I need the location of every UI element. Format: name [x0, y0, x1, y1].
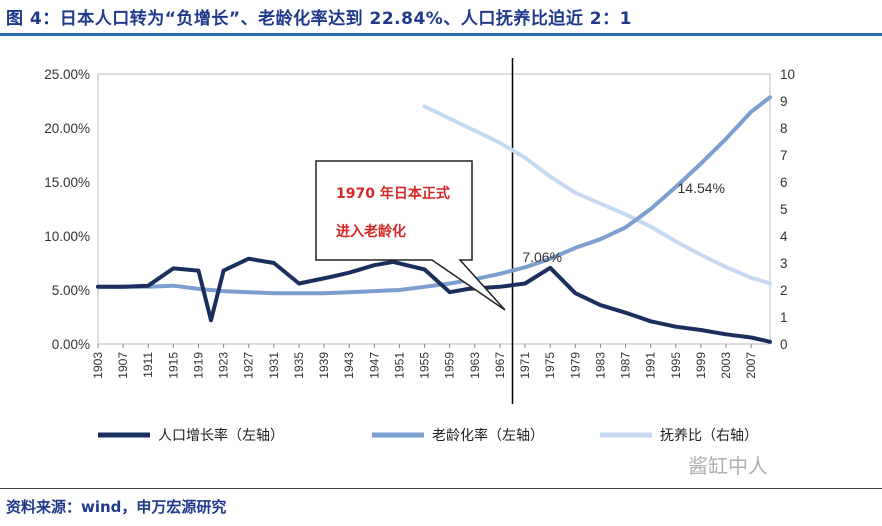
- x-axis-tick: 1975: [543, 352, 557, 379]
- x-axis-tick: 1939: [317, 352, 331, 379]
- legend-label: 人口增长率（左轴）: [158, 427, 284, 444]
- series-line-2: [422, 104, 772, 286]
- x-axis-tick: 1959: [443, 352, 457, 379]
- data-annotation: 14.54%: [678, 180, 725, 196]
- right-axis-tick: 1: [780, 310, 788, 325]
- x-axis-tick: 1987: [619, 352, 633, 379]
- watermark: 酱缸中人: [688, 454, 768, 478]
- right-axis-tick: 5: [780, 202, 788, 217]
- line-chart: 0.00% 5.00% 10.00% 15.00% 20.00% 25.00% 0 1 2 3 4 5…: [44, 58, 795, 444]
- left-axis-tick: 20.00%: [44, 121, 90, 136]
- series-layer: 7.06% 14.54%: [96, 58, 772, 404]
- x-axis-tick: 1927: [242, 352, 256, 379]
- right-axis-tick: 4: [780, 229, 788, 244]
- x-axis-tick: 2003: [719, 352, 733, 379]
- right-axis-tick: 8: [780, 121, 788, 136]
- x-axis-tick: 1935: [292, 352, 306, 379]
- x-axis-tick: 1911: [141, 352, 155, 378]
- x-axis-tick: 1983: [593, 352, 607, 379]
- right-axis-tick: 9: [780, 94, 788, 109]
- source-rule: [0, 488, 882, 489]
- x-axis-tick: 1923: [217, 352, 231, 379]
- x-axis-tick: 1951: [392, 352, 406, 379]
- callout-line2: 进入老龄化: [336, 223, 406, 240]
- x-axis-tick: 2007: [744, 352, 758, 379]
- data-annotation: 7.06%: [522, 249, 562, 265]
- callout-line1: 1970 年日本正式: [336, 185, 450, 202]
- x-axis-tick: 1919: [191, 352, 205, 379]
- left-axis-tick: 10.00%: [44, 229, 90, 244]
- right-axis-tick: 2: [780, 283, 788, 298]
- title-rule: [0, 33, 882, 36]
- x-axis-tick: 1907: [116, 352, 130, 379]
- legend-label: 老龄化率（左轴）: [432, 427, 544, 444]
- x-axis-tick: 1931: [267, 352, 281, 379]
- x-axis-tick: 1971: [518, 352, 532, 379]
- x-axis-tick: 1955: [418, 352, 432, 379]
- x-axis-tick: 1995: [669, 352, 683, 379]
- right-axis-tick: 10: [780, 67, 795, 82]
- chart-title: 图 4：日本人口转为“负增长”、老龄化率达到 22.84%、人口抚养比迫近 2：…: [6, 9, 632, 29]
- x-axis-tick: 1947: [367, 352, 381, 379]
- right-axis-tick: 3: [780, 256, 788, 271]
- right-axis-tick: 0: [780, 337, 788, 352]
- left-axis-tick: 25.00%: [44, 67, 90, 82]
- callout-layer: 1970 年日本正式 进入老龄化: [315, 160, 506, 311]
- series-line-1: [96, 95, 772, 296]
- x-axis-tick: 1967: [493, 352, 507, 379]
- right-axis-tick: 6: [780, 175, 788, 190]
- series-line-0: [96, 256, 772, 344]
- x-axis-tick: 1963: [468, 352, 482, 379]
- x-axis-tick: 1943: [342, 352, 356, 379]
- source-note: 资料来源：wind，申万宏源研究: [6, 498, 227, 516]
- grid-layer: [97, 73, 771, 345]
- left-axis-tick: 0.00%: [52, 337, 90, 352]
- callout-box: [315, 160, 506, 311]
- x-axis-tick: 1903: [91, 352, 105, 379]
- x-axis-tick: 1979: [568, 352, 582, 379]
- left-axis-tick: 5.00%: [52, 283, 90, 298]
- plot-frame: [97, 73, 771, 345]
- x-axis-tick: 1991: [644, 352, 658, 379]
- x-axis-tick: 1999: [694, 352, 708, 379]
- axis-layer: 0.00% 5.00% 10.00% 15.00% 20.00% 25.00% 0 1 2 3 4 5…: [44, 67, 795, 379]
- legend-label: 抚养比（右轴）: [660, 428, 758, 444]
- legend: 人口增长率（左轴） 老龄化率（左轴） 抚养比（右轴）: [98, 427, 758, 444]
- left-axis-tick: 15.00%: [44, 175, 90, 190]
- x-axis-tick: 1915: [166, 352, 180, 379]
- right-axis-tick: 7: [780, 148, 788, 163]
